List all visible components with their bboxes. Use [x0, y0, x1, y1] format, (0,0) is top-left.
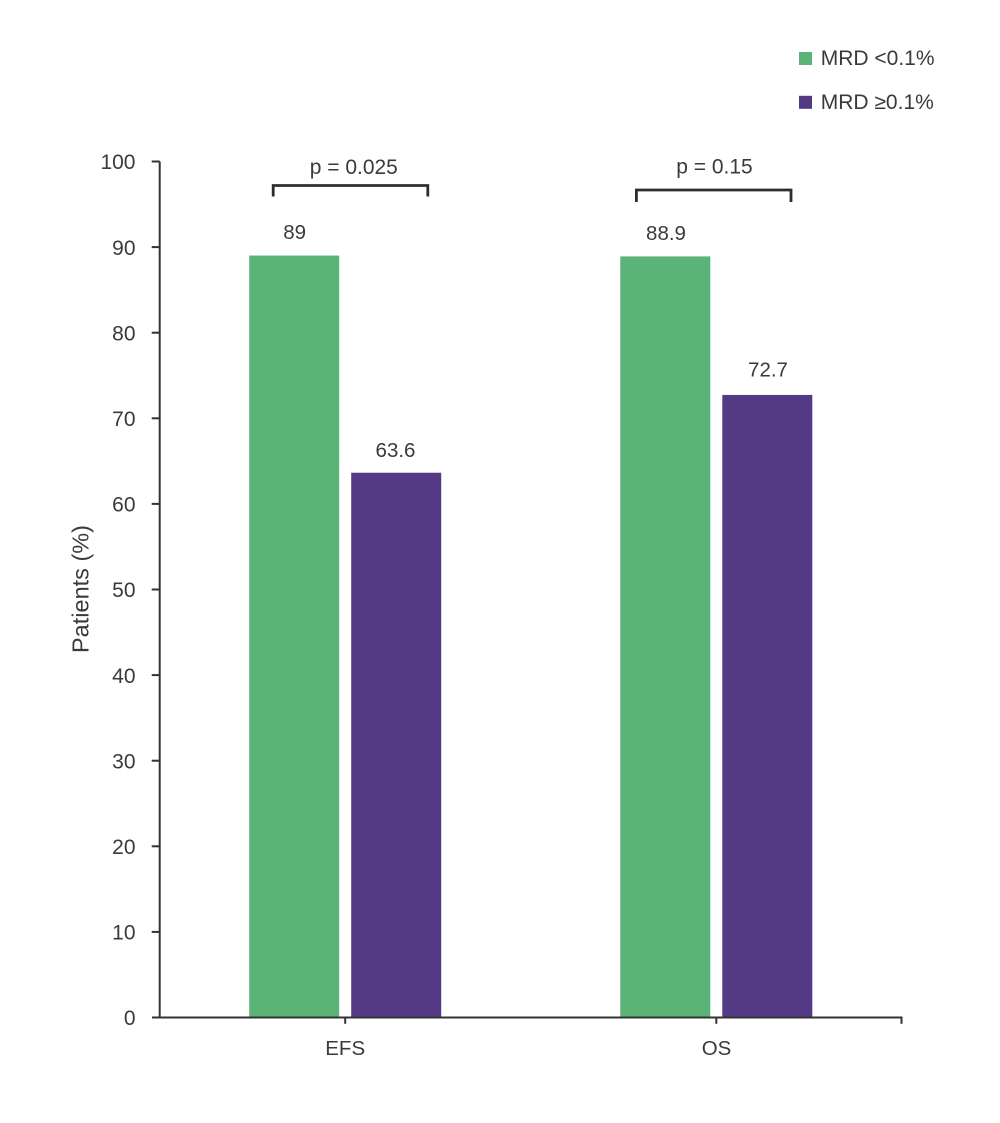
svg-text:80: 80 [112, 322, 135, 345]
svg-text:90: 90 [112, 237, 135, 260]
svg-text:40: 40 [112, 665, 135, 688]
svg-text:OS: OS [702, 1037, 732, 1060]
svg-text:63.6: 63.6 [376, 439, 416, 462]
svg-text:30: 30 [112, 750, 135, 773]
svg-text:MRD <0.1%: MRD <0.1% [821, 47, 935, 70]
svg-text:70: 70 [112, 408, 135, 431]
svg-text:p = 0.025: p = 0.025 [310, 156, 398, 179]
svg-text:EFS: EFS [325, 1037, 365, 1060]
svg-text:100: 100 [100, 151, 135, 174]
svg-text:p = 0.15: p = 0.15 [676, 156, 752, 179]
svg-text:MRD ≥0.1%: MRD ≥0.1% [821, 91, 934, 114]
svg-text:0: 0 [124, 1007, 136, 1030]
svg-text:89: 89 [283, 221, 306, 244]
svg-text:72.7: 72.7 [748, 359, 788, 382]
svg-text:50: 50 [112, 579, 135, 602]
svg-text:88.9: 88.9 [646, 222, 686, 245]
svg-text:10: 10 [112, 922, 135, 945]
svg-text:60: 60 [112, 494, 135, 517]
svg-text:Patients (%): Patients (%) [68, 525, 94, 653]
svg-text:20: 20 [112, 836, 135, 859]
